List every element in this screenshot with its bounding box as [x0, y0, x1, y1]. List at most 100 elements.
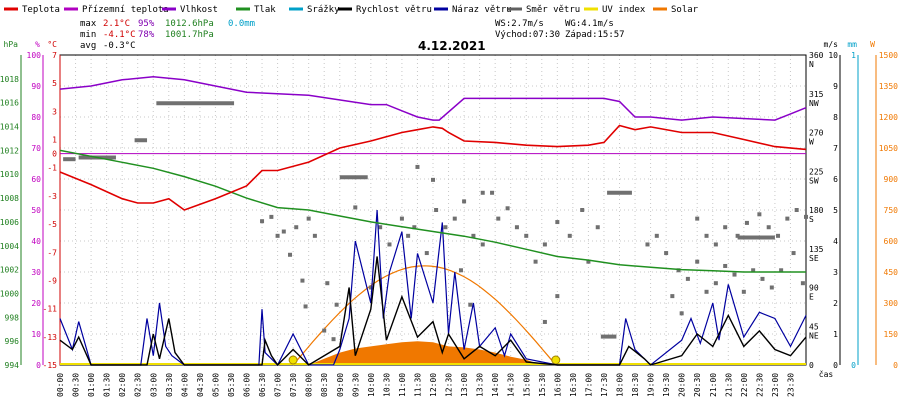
- axis-x-tick: 03:30: [165, 373, 174, 397]
- series-direction-point: [368, 285, 373, 290]
- axis-celsius-tick: -11: [43, 305, 58, 314]
- axis-direction-tick: SE: [809, 254, 819, 263]
- axis-x-tick: 01:00: [87, 373, 96, 397]
- series-direction-point: [713, 281, 718, 286]
- series-direction-point: [794, 208, 799, 212]
- series-direction-point: [679, 311, 684, 316]
- axis-celsius-tick: -3: [47, 192, 57, 201]
- axis-x-tick: 07:00: [274, 373, 283, 397]
- axis-x-tick: 00:30: [72, 373, 81, 397]
- axis-percent-tick: 30: [31, 268, 41, 277]
- axis-celsius-tick: -1: [47, 164, 57, 173]
- series-direction-point: [505, 206, 510, 211]
- axis-x-tick: 19:30: [662, 373, 671, 397]
- stat-min-hum: 78%: [138, 30, 155, 40]
- series-direction-point: [654, 233, 659, 238]
- plot-area: [59, 75, 808, 367]
- axes: hPa% °C m/s mm W1018101610141012101010081006…: [0, 40, 898, 397]
- axis-x-tick: 19:00: [647, 373, 656, 397]
- series-direction-point: [260, 219, 265, 224]
- axis-x-tick: 15:30: [538, 373, 547, 397]
- series-temperature: [59, 124, 807, 211]
- axis-x-tick: 18:30: [631, 373, 640, 397]
- wind-gust-max: WG:4.1m/s: [565, 19, 614, 29]
- axis-percent-tick: 70: [31, 144, 41, 153]
- legend-label: Vlhkost: [180, 5, 218, 15]
- axis-hpa-tick: 998: [5, 313, 20, 322]
- series-direction-point: [458, 268, 463, 273]
- axis-percent-tick: 50: [31, 206, 41, 215]
- stat-avg-temp: -0.3°C: [103, 41, 136, 51]
- chart-title: 4.12.2021: [418, 39, 486, 53]
- axis-direction-tick: NW: [809, 99, 819, 108]
- series-direction-point: [288, 252, 293, 257]
- axis-x-tick: 12:30: [445, 373, 454, 397]
- axis-x-tick: 22:30: [755, 373, 764, 397]
- axis-x-tick: 20:00: [678, 373, 687, 397]
- axis-celsius-label: °C: [47, 40, 57, 49]
- series-direction-point: [757, 212, 762, 217]
- axis-direction-tick: E: [809, 293, 814, 302]
- axis-x-tick: 08:30: [320, 373, 329, 397]
- axis-hpa-tick: 996: [5, 337, 20, 346]
- axis-direction-tick: 270: [809, 129, 824, 138]
- axis-x-tick: 02:30: [134, 373, 143, 397]
- axis-x-tick: 14:30: [507, 373, 516, 397]
- axis-celsius-tick: 1: [52, 136, 57, 145]
- series-direction-point: [695, 259, 700, 264]
- series-direction-point: [322, 328, 327, 333]
- axis-hpa-tick: 1014: [0, 123, 19, 132]
- axis-ms-tick: 6: [833, 175, 838, 184]
- series-direction-point: [533, 259, 538, 264]
- series-direction-point: [567, 233, 572, 238]
- series-direction-point: [704, 289, 709, 294]
- series-direction-point: [399, 216, 404, 221]
- axis-w-tick: 300: [884, 299, 899, 308]
- legend-label: Solar: [671, 5, 699, 15]
- series-direction-point: [334, 302, 339, 307]
- series-direction-point: [415, 164, 420, 169]
- series-direction-point: [555, 220, 560, 225]
- series-humidity: [59, 75, 807, 121]
- sunrise-time: Východ:07:30: [495, 30, 560, 40]
- series-direction-point: [269, 214, 274, 219]
- series-direction-point: [713, 242, 718, 247]
- series-direction-point: [595, 225, 600, 230]
- series-direction-point: [751, 268, 756, 273]
- series-direction-point: [779, 268, 784, 273]
- series-solar-area: [308, 341, 542, 365]
- axis-celsius-tick: 7: [52, 51, 57, 60]
- axis-hpa-tick: 1012: [0, 146, 19, 155]
- axis-hpa-tick: 1018: [0, 75, 19, 84]
- axis-percent-tick: 10: [31, 330, 41, 339]
- axis-hpa-label: hPa: [4, 40, 19, 49]
- axis-direction-tick: SW: [809, 176, 819, 185]
- series-direction-point: [412, 225, 417, 230]
- axis-hpa-tick: 1016: [0, 99, 19, 108]
- legend-label: Teplota: [22, 5, 60, 15]
- axis-percent-tick: 20: [31, 299, 41, 308]
- stat-min-label: min: [80, 30, 96, 40]
- legend-label: Srážky: [307, 5, 340, 15]
- axis-w-label: W: [870, 40, 875, 49]
- series-direction-point: [306, 216, 311, 221]
- axis-x-tick: 20:30: [693, 373, 702, 397]
- axis-x-tick: 09:30: [351, 373, 360, 397]
- axis-x-tick: 23:30: [786, 373, 795, 397]
- legend-label: Náraz větru: [452, 5, 512, 15]
- axis-percent-tick: 60: [31, 175, 41, 184]
- series-direction-point: [741, 289, 746, 294]
- axis-direction-tick: 225: [809, 167, 824, 176]
- legend-label: Směr větru: [526, 5, 580, 15]
- series-solar-theory: [292, 265, 557, 366]
- axis-x-tick: 05:00: [211, 373, 220, 397]
- axis-x-tick: 18:00: [616, 373, 625, 397]
- axis-percent-tick: 90: [31, 82, 41, 91]
- series-direction-point: [664, 251, 669, 256]
- axis-x-tick: 21:30: [724, 373, 733, 397]
- axis-w-tick: 1200: [879, 113, 898, 122]
- axis-ms-tick: 3: [833, 268, 838, 277]
- axis-ms-tick: 4: [833, 237, 838, 246]
